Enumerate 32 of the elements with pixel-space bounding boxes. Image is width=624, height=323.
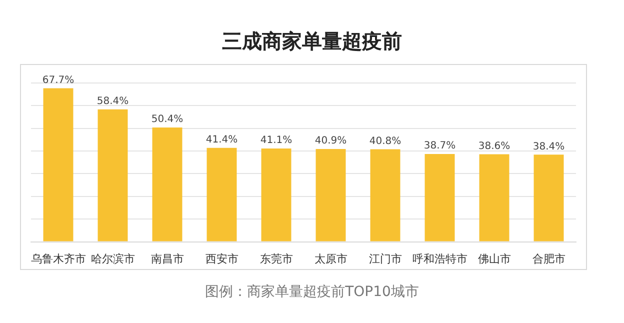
x-tick-label: 呼和浩特市 <box>412 252 468 266</box>
bar <box>316 149 346 242</box>
bar <box>370 149 400 242</box>
x-tick-label: 哈尔滨市 <box>90 252 135 266</box>
bar <box>152 127 182 242</box>
bar <box>479 154 510 242</box>
x-tick-label: 乌鲁木齐市 <box>30 252 86 266</box>
x-tick-label: 佛山市 <box>478 252 511 266</box>
x-tick-label: 东莞市 <box>260 252 293 266</box>
x-tick-label: 西安市 <box>205 252 238 266</box>
data-label: 41.4% <box>206 134 238 146</box>
bar <box>424 154 455 242</box>
data-label: 67.7% <box>42 74 74 86</box>
chart-title: 三成商家单量超疫前 <box>221 28 403 55</box>
bar <box>43 88 74 242</box>
data-label: 41.1% <box>260 135 292 146</box>
text: 图例：商家单量超疫前TOP10城市 <box>204 283 420 301</box>
data-label: 50.4% <box>151 114 184 126</box>
data-label: 38.6% <box>478 140 510 152</box>
bar <box>261 148 292 242</box>
bar <box>534 154 564 242</box>
data-label: 38.4% <box>532 141 565 152</box>
x-tick-label: 合肥市 <box>532 252 566 266</box>
x-tick-label: 南昌市 <box>150 252 184 266</box>
bar <box>206 148 237 242</box>
data-label: 40.9% <box>314 136 347 147</box>
x-tick-label: 太原市 <box>314 252 348 266</box>
data-label: 40.8% <box>369 136 402 147</box>
x-tick-label: 江门市 <box>368 252 402 266</box>
data-label: 58.4% <box>96 96 129 107</box>
bar <box>98 109 128 242</box>
data-label: 38.7% <box>424 140 456 152</box>
